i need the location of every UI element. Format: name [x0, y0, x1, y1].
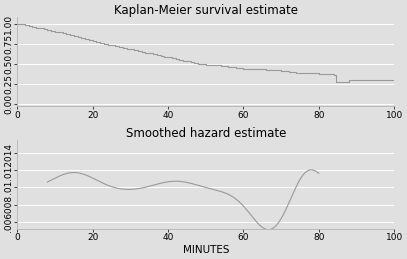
Title: Smoothed hazard estimate: Smoothed hazard estimate [126, 127, 286, 140]
Title: Kaplan-Meier survival estimate: Kaplan-Meier survival estimate [114, 4, 298, 17]
X-axis label: MINUTES: MINUTES [182, 245, 229, 255]
